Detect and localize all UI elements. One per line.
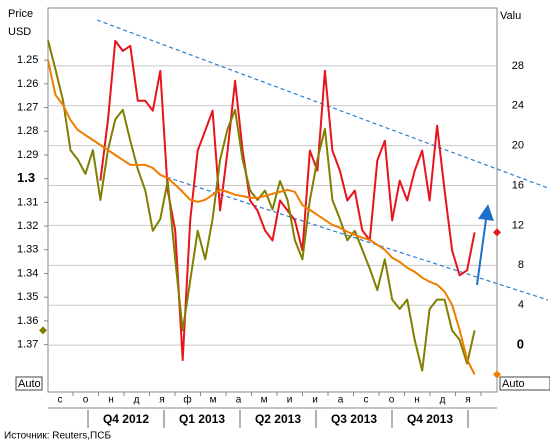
last-value-marker	[493, 228, 501, 237]
y2-tick-label: 16	[512, 179, 524, 191]
auto-box	[499, 376, 550, 391]
y2-tick-label: 28	[512, 60, 524, 72]
y-tick-label: 1.27	[17, 101, 38, 113]
auto-label: Auto	[18, 378, 41, 390]
quarter-label: Q3 2013	[331, 412, 377, 426]
last-value-marker	[493, 370, 501, 379]
x-tick-label: а	[338, 395, 344, 406]
last-value-marker	[39, 326, 47, 335]
y-tick-label: 1.3	[17, 170, 35, 185]
arrow	[476, 204, 494, 286]
y2-tick-label: 0	[517, 337, 524, 352]
y-tick-label: 1.35	[17, 291, 38, 303]
quarter-label: Q4 2012	[103, 412, 149, 426]
series-line	[47, 59, 476, 375]
x-tick-label: я	[465, 395, 470, 406]
y-tick-label: 1.28	[17, 125, 38, 137]
x-tick-label: с	[58, 395, 63, 406]
auto-box	[15, 376, 43, 391]
series	[47, 39, 476, 375]
trend-line	[159, 174, 549, 301]
y2-tick-label: 8	[518, 259, 524, 271]
series-line	[47, 39, 476, 372]
x-tick-label: м	[261, 395, 268, 406]
x-tick-label: д	[440, 395, 446, 406]
y-tick-label: 1.26	[17, 78, 38, 90]
quarter-label: Q2 2013	[255, 412, 301, 426]
x-tick-label: ф	[183, 394, 191, 406]
y-tick-label: 1.25	[17, 54, 38, 66]
source: Источник: Reuters,ПСБ	[4, 431, 111, 442]
x-tick-label: о	[83, 395, 89, 406]
x-tick-label: и	[312, 395, 318, 406]
y-tick-label: 1.29	[17, 149, 38, 161]
x-tick-label: и	[287, 395, 293, 406]
x-tick-label: о	[389, 395, 395, 406]
x-tick-label: я	[159, 395, 164, 406]
quarter-label: Q4 2013	[407, 412, 453, 426]
x-tick-label: н	[414, 395, 420, 406]
y-title: USD	[8, 26, 31, 38]
y-tick-label: 1.37	[17, 338, 38, 350]
y-tick-label: 1.33	[17, 244, 38, 256]
y-tick-label: 1.32	[17, 220, 38, 232]
y2-title: Valu	[500, 10, 521, 22]
y2-tick-label: 4	[518, 299, 524, 311]
x-tick-label: н	[108, 395, 114, 406]
y2-tick-label: 24	[512, 100, 524, 112]
plot-area	[47, 7, 498, 393]
auto-label: Auto	[502, 378, 525, 390]
y2-tick-label: 12	[512, 219, 524, 231]
x-tick-label: д	[134, 395, 140, 406]
y2-tick-label: 20	[512, 140, 524, 152]
x-tick-label: м	[210, 395, 217, 406]
x-tick-label: с	[364, 395, 369, 406]
grid	[48, 65, 497, 346]
y-tick-label: 1.34	[17, 267, 38, 279]
series-line	[99, 39, 476, 362]
y-title: Price	[8, 8, 33, 20]
x-tick-label: а	[236, 395, 242, 406]
quarter-label: Q1 2013	[179, 412, 225, 426]
y-tick-label: 1.36	[17, 315, 38, 327]
y-tick-label: 1.31	[17, 196, 38, 208]
